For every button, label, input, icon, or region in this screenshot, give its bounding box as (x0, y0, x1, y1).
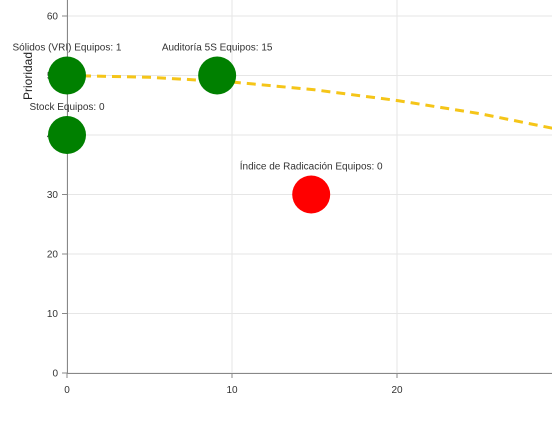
grid (66, 0, 552, 374)
y-tick-label: 0 (52, 369, 58, 380)
trend-layer (66, 74, 552, 130)
points-layer (48, 56, 331, 214)
data-point[interactable] (48, 56, 86, 95)
x-tick-label: 20 (391, 385, 403, 396)
data-point-label: Índice de Radicación Equipos: 0 (240, 160, 383, 173)
data-point[interactable] (48, 116, 86, 154)
y-tick-label: 30 (47, 190, 59, 201)
data-point-label: Sólidos (VRI) Equipos: 1 (13, 43, 122, 54)
data-point-label: Stock Equipos: 0 (29, 102, 104, 113)
y-tick-label: 20 (47, 250, 59, 261)
y-tick-label: 10 (47, 309, 59, 320)
y-tick-label: 60 (47, 12, 59, 23)
x-tick-label: 0 (64, 385, 70, 396)
data-point[interactable] (198, 56, 237, 95)
data-point[interactable] (292, 175, 331, 214)
x-tick-label: 10 (226, 385, 238, 396)
x-axis-ticks: 0 10 20 (64, 373, 403, 396)
point-labels-layer: Sólidos (VRI) Equipos: 1 Auditoría 5S Equ… (13, 43, 384, 173)
y-axis-title: Prioridad (21, 52, 35, 100)
trend-line (66, 74, 552, 130)
data-point-label: Auditoría 5S Equipos: 15 (162, 43, 273, 54)
